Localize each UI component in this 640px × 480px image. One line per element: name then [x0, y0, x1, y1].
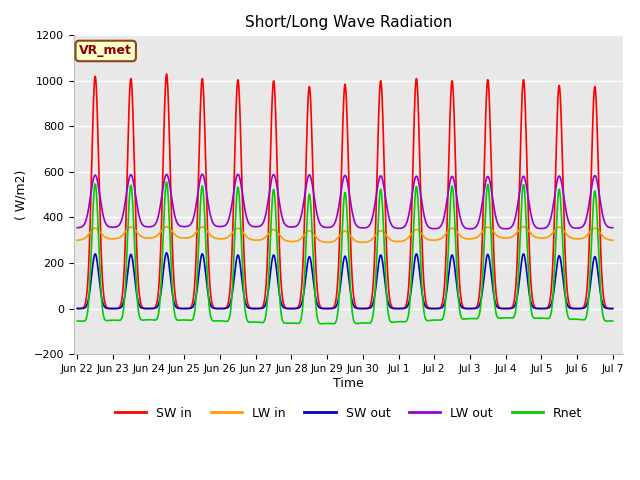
SW out: [325, 306, 333, 312]
X-axis label: Time: Time: [333, 377, 364, 390]
Rnet: [436, 317, 444, 323]
Rnet: [74, 318, 81, 324]
Rnet: [163, 179, 170, 185]
SW in: [435, 305, 443, 311]
Line: SW out: SW out: [77, 253, 612, 309]
Rnet: [609, 318, 616, 324]
LW out: [74, 225, 81, 230]
SW out: [608, 306, 616, 312]
LW in: [609, 237, 616, 243]
SW in: [163, 71, 170, 77]
Rnet: [609, 318, 616, 324]
LW out: [435, 225, 443, 230]
LW in: [495, 234, 503, 240]
Rnet: [317, 321, 324, 327]
SW out: [495, 305, 503, 311]
Line: Rnet: Rnet: [77, 182, 612, 324]
Rnet: [465, 316, 473, 322]
Line: LW in: LW in: [77, 227, 612, 242]
LW in: [74, 237, 81, 243]
LW out: [198, 171, 206, 177]
LW out: [325, 225, 333, 230]
Line: LW out: LW out: [77, 174, 612, 229]
LW in: [609, 237, 616, 243]
SW in: [325, 306, 333, 312]
LW in: [325, 240, 333, 245]
LW in: [324, 240, 332, 245]
Rnet: [170, 304, 177, 310]
SW out: [74, 306, 81, 312]
SW out: [465, 306, 473, 312]
LW out: [495, 224, 503, 229]
SW out: [609, 306, 616, 312]
LW out: [609, 225, 616, 230]
SW in: [465, 306, 473, 312]
LW out: [466, 226, 474, 232]
LW in: [163, 224, 170, 229]
Line: SW in: SW in: [77, 74, 612, 309]
Text: VR_met: VR_met: [79, 45, 132, 58]
Title: Short/Long Wave Radiation: Short/Long Wave Radiation: [245, 15, 452, 30]
LW in: [465, 236, 473, 242]
SW out: [170, 298, 177, 304]
Y-axis label: ( W/m2): ( W/m2): [15, 169, 28, 220]
SW in: [170, 273, 177, 279]
LW out: [465, 226, 473, 232]
SW in: [495, 304, 503, 310]
SW in: [609, 306, 616, 312]
Legend: SW in, LW in, SW out, LW out, Rnet: SW in, LW in, SW out, LW out, Rnet: [110, 402, 588, 425]
LW in: [170, 230, 177, 236]
SW in: [608, 306, 616, 312]
Rnet: [495, 315, 503, 321]
LW in: [436, 237, 444, 242]
SW out: [435, 306, 443, 312]
SW in: [74, 306, 81, 312]
SW out: [163, 250, 170, 256]
LW out: [609, 225, 616, 230]
Rnet: [325, 321, 333, 326]
LW out: [170, 207, 177, 213]
